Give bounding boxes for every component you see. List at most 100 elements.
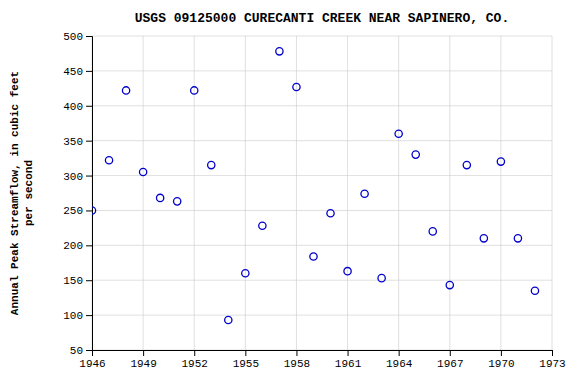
point (259, 222, 266, 229)
y-tick-mark (86, 210, 92, 211)
x-tick-mark (296, 350, 297, 356)
x-tick: 1970 (488, 350, 514, 370)
y-tick-mark (86, 245, 92, 246)
y-tick-label: 350 (63, 136, 83, 148)
y-tick-label: 500 (63, 31, 83, 43)
x-tick-mark (450, 350, 451, 356)
grid-line-x (143, 36, 144, 350)
grid-line-x (194, 36, 195, 350)
x-axis: 1946 1949 1952 1955 1958 1961 1964 1967 1970 1973 (79, 350, 565, 370)
x-tick-mark (143, 350, 144, 356)
y-tick-mark (86, 280, 92, 281)
x-tick-label: 1973 (539, 358, 565, 370)
x-tick-mark (245, 350, 246, 356)
point (327, 210, 334, 217)
y-tick: 250 (63, 205, 92, 217)
point (139, 168, 146, 175)
chart-svg: 1946 1949 1952 1955 1958 1961 1964 1967 1970 1973… (0, 0, 576, 384)
grid-line-y (92, 70, 552, 71)
grid-line-x (449, 36, 450, 350)
point (174, 198, 181, 205)
point (225, 316, 232, 323)
grid-line-x (347, 36, 348, 350)
y-tick: 300 (63, 171, 92, 183)
grid-line-y (92, 280, 552, 281)
grid-line-x (552, 36, 553, 350)
x-tick-label: 1946 (79, 358, 105, 370)
grid-line-y (92, 105, 552, 106)
y-tick: 200 (63, 240, 92, 252)
grid-line-x (500, 36, 501, 350)
point (429, 228, 436, 235)
y-tick-mark (86, 350, 92, 351)
point (361, 190, 368, 197)
grid-line-x (245, 36, 246, 350)
point (310, 253, 317, 260)
y-tick-mark (86, 106, 92, 107)
y-tick-label: 150 (63, 275, 83, 287)
point (105, 157, 112, 164)
y-tick-label: 300 (63, 171, 83, 183)
x-tick-mark (194, 350, 195, 356)
point (208, 161, 215, 168)
point (514, 235, 521, 242)
x-tick-label: 1952 (182, 358, 208, 370)
y-tick-mark (86, 315, 92, 316)
point (293, 83, 300, 90)
x-tick-mark (552, 350, 553, 356)
y-tick: 50 (70, 345, 92, 357)
x-tick-label: 1949 (130, 358, 156, 370)
grid (92, 36, 552, 350)
x-tick: 1964 (386, 350, 413, 370)
point (531, 287, 538, 294)
y-tick-mark (86, 71, 92, 72)
x-tick-label: 1958 (284, 358, 310, 370)
point (497, 158, 504, 165)
x-tick-label: 1961 (335, 358, 362, 370)
points (92, 48, 539, 324)
x-tick: 1967 (437, 350, 463, 370)
x-axis-line (93, 351, 553, 357)
y-tick-mark (86, 36, 92, 37)
x-tick: 1973 (539, 350, 565, 370)
point (156, 194, 163, 201)
grid-line-y (92, 210, 552, 211)
y-tick-label: 450 (63, 66, 83, 78)
point (92, 207, 96, 214)
grid-line-y (92, 36, 552, 37)
point (122, 87, 129, 94)
grid-line-y (92, 245, 552, 246)
y-tick-label: 400 (63, 101, 83, 113)
y-tick-label: 50 (70, 345, 83, 357)
x-tick-label: 1967 (437, 358, 463, 370)
x-tick: 1949 (130, 350, 156, 370)
y-axis-line (86, 37, 93, 351)
point (242, 270, 249, 277)
x-tick-mark (348, 350, 349, 356)
y-axis: 50 100 150 200 250 300 350 400 450 500 (63, 31, 92, 357)
point (395, 130, 402, 137)
x-tick: 1958 (284, 350, 310, 370)
y-tick: 400 (63, 101, 92, 113)
x-tick-mark (399, 350, 400, 356)
y-tick-mark (86, 141, 92, 142)
grid-line-x (398, 36, 399, 350)
y-tick-label: 200 (63, 240, 83, 252)
y-tick-label: 100 (63, 310, 83, 322)
y-tick: 500 (63, 31, 92, 43)
y-axis-label: per second (23, 160, 35, 226)
chart-title: USGS 09125000 CURECANTI CREEK NEAR SAPIN… (135, 11, 509, 26)
x-tick-label: 1955 (233, 358, 259, 370)
grid-line-y (92, 315, 552, 316)
y-tick: 150 (63, 275, 92, 287)
y-tick: 450 (63, 66, 92, 78)
x-tick-mark (501, 350, 502, 356)
x-tick: 1946 (79, 350, 105, 370)
point (480, 235, 487, 242)
point (191, 87, 198, 94)
point (378, 274, 385, 281)
x-tick-label: 1970 (488, 358, 514, 370)
grid-line-y (92, 175, 552, 176)
point (276, 48, 283, 55)
plot-area: 1946 1949 1952 1955 1958 1961 1964 1967 1970 1973… (63, 31, 566, 370)
